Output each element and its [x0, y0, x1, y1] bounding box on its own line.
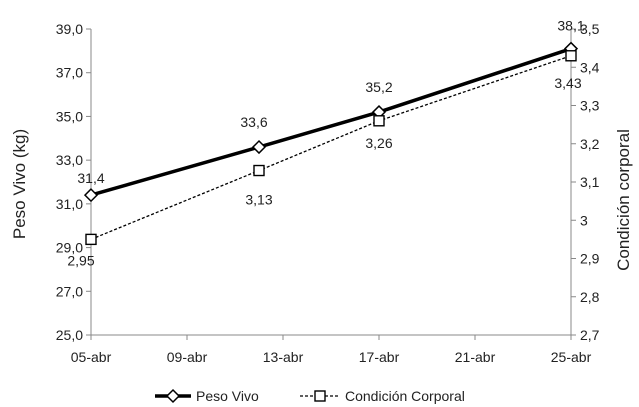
y-right-tick-label: 3,5: [580, 21, 600, 37]
point-condicion-corporal: [85, 233, 97, 246]
data-label-condicion-corporal: 3,13: [245, 192, 272, 208]
legend-marker-condicion-corporal: [314, 390, 326, 402]
y-right-tick-label: 2,7: [580, 327, 600, 343]
data-labels: 31,4 33,6 35,2 38,1 2,95 3,13 3,26 3,43: [67, 18, 584, 269]
x-tick-label: 25-abr: [551, 349, 592, 365]
y-left-tick-label: 33,0: [56, 152, 83, 168]
data-label-peso-vivo: 31,4: [77, 170, 104, 186]
y-right-tick-label: 2,9: [580, 251, 600, 267]
y-left-tick-label: 37,0: [56, 65, 83, 81]
axes: [86, 28, 576, 340]
data-label-condicion-corporal: 3,26: [365, 135, 392, 151]
point-condicion-corporal: [253, 164, 265, 177]
y-right-tick-label: 3,3: [580, 98, 600, 114]
data-label-peso-vivo: 33,6: [240, 114, 267, 130]
x-tick-label: 17-abr: [359, 349, 400, 365]
y-left-tick-label: 29,0: [56, 240, 83, 256]
x-tick-label: 09-abr: [167, 349, 208, 365]
data-label-peso-vivo: 38,1: [557, 18, 584, 34]
y-left-tick-label: 27,0: [56, 283, 83, 299]
x-tick-label: 05-abr: [71, 349, 112, 365]
y-right-tick-label: 3: [580, 212, 588, 228]
y-left-tick-label: 35,0: [56, 108, 83, 124]
y-axis-left-title: Peso Vivo (kg): [10, 129, 29, 239]
series-line-peso-vivo: [90, 47, 572, 197]
data-label-condicion-corporal: 3,43: [554, 75, 581, 91]
y-right-tick-label: 3,1: [580, 174, 600, 190]
data-label-peso-vivo: 35,2: [365, 79, 392, 95]
point-peso-vivo: [251, 139, 267, 155]
y-right-tick-label: 3,2: [580, 136, 600, 152]
legend-marker-peso-vivo: [165, 388, 181, 404]
data-label-condicion-corporal: 2,95: [67, 252, 94, 268]
y-left-tick-label: 39,0: [56, 21, 83, 37]
y-left-tick-label: 31,0: [56, 196, 83, 212]
point-condicion-corporal: [373, 115, 385, 127]
y-right-tick-label: 2,8: [580, 289, 600, 305]
series-layer: [83, 41, 579, 246]
point-peso-vivo: [83, 188, 99, 203]
y-right-tick-label: 3,4: [580, 59, 600, 75]
legend-label-peso-vivo: Peso Vivo: [196, 388, 259, 404]
x-tick-label: 13-abr: [263, 349, 304, 365]
point-condicion-corporal: [565, 50, 577, 62]
tick-labels: 25,0 27,0 29,0 31,0 33,0 35,0 37,0 39,0 2,7 2,8 2,…: [56, 21, 600, 365]
y-axis-right-title: Condición corporal: [614, 129, 633, 271]
legend: Peso Vivo Condición Corporal: [155, 388, 465, 404]
series-line-condicion-corporal: [90, 55, 572, 240]
y-left-tick-label: 25,0: [56, 327, 83, 343]
legend-label-condicion-corporal: Condición Corporal: [345, 388, 465, 404]
x-tick-label: 21-abr: [455, 349, 496, 365]
